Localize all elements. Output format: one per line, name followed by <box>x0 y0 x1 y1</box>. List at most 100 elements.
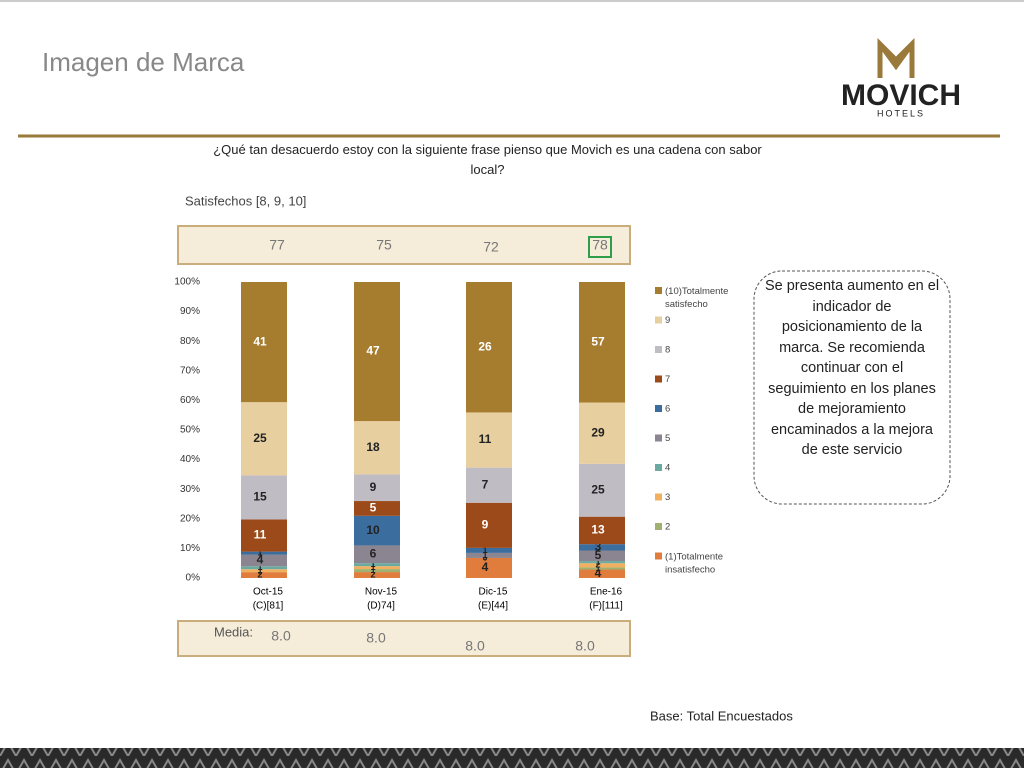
bar-segment <box>579 402 625 464</box>
data-label: 4 <box>595 566 602 580</box>
data-label: 9 <box>482 517 489 531</box>
legend-label: (10)Totalmente satisfecho <box>665 286 728 310</box>
question-box: ¿Qué tan desacuerdo estoy con la siguien… <box>213 142 762 177</box>
data-label: 2 <box>370 569 375 579</box>
data-label: 29 <box>591 425 605 439</box>
data-label: 2 <box>595 560 600 570</box>
bar-segment <box>241 554 287 567</box>
note-wrap: Se presenta aumento en el indicador de p… <box>764 278 940 458</box>
bar-segment <box>241 569 287 573</box>
y-tick-label: 20% <box>180 513 200 524</box>
bar-segment <box>354 501 400 516</box>
data-label: 11 <box>254 528 267 542</box>
bar-segment <box>354 515 400 546</box>
data-label: 41 <box>253 334 267 348</box>
x-tick-sublabel: (E)[44] <box>478 601 508 612</box>
legend-label: 6 <box>665 404 670 415</box>
satisfechos-value: 77 <box>269 237 285 253</box>
data-label: 1 <box>370 565 375 575</box>
y-tick-label: 0% <box>186 573 201 584</box>
y-tick-label: 100% <box>174 277 200 288</box>
slide-title: Imagen de Marca <box>42 47 245 77</box>
bar-segment <box>241 402 287 476</box>
legend-label: 2 <box>665 522 670 533</box>
data-label: 1 <box>370 562 375 572</box>
bar-segment <box>354 474 400 502</box>
satisfechos-value: 75 <box>376 237 392 253</box>
satisfechos-value: 72 <box>483 239 499 255</box>
legend-swatch <box>655 316 662 324</box>
bar-segment <box>579 561 625 564</box>
bar-segment <box>466 412 512 468</box>
data-label: 3 <box>595 540 602 554</box>
media-value: 8.0 <box>366 630 386 646</box>
bar-segment <box>466 282 512 413</box>
bar-segment <box>354 572 400 578</box>
bar-segment <box>241 282 287 403</box>
satisfechos-value: 78 <box>592 237 608 253</box>
x-tick-sublabel: (F)[111] <box>589 601 623 612</box>
data-label: 1 <box>257 547 262 557</box>
data-label: 25 <box>591 482 605 496</box>
media-value: 8.0 <box>575 638 595 654</box>
legend-label: 8 <box>665 345 670 356</box>
y-tick-label: 50% <box>180 425 200 436</box>
logo-sub: HOTELS <box>877 108 925 118</box>
data-label: 5 <box>595 548 602 562</box>
x-tick-sublabel: (D)74] <box>367 601 395 612</box>
x-tick-sublabel: (C)[81] <box>253 601 284 612</box>
data-label: 47 <box>366 344 380 358</box>
data-label: 10 <box>366 523 380 537</box>
question: ¿Qué tan desacuerdo estoy con la siguien… <box>213 142 762 177</box>
bar-segment <box>354 545 400 564</box>
bar-segment <box>354 569 400 573</box>
bar-segment <box>354 563 400 567</box>
legend-swatch <box>655 405 662 412</box>
bar-segment <box>466 547 512 553</box>
bar-segment <box>466 557 512 578</box>
logo-mark <box>877 37 915 78</box>
x-tick-label: Dic-15 <box>479 587 508 598</box>
y-tick-label: 60% <box>180 395 200 406</box>
data-label: 1 <box>595 563 600 573</box>
legend-swatch <box>655 375 662 383</box>
satisfechos-label: Satisfechos [8, 9, 10] <box>185 193 306 208</box>
bar-segment <box>241 519 287 552</box>
note-box <box>753 270 951 505</box>
legend-swatch <box>655 464 662 471</box>
bar-segment <box>466 552 512 558</box>
data-label: 1 <box>257 565 262 575</box>
satisfechos-panel <box>177 225 631 265</box>
legend-label: 7 <box>665 374 670 385</box>
data-label: 15 <box>253 490 267 504</box>
bar-segment <box>466 502 512 548</box>
legend-swatch <box>655 552 662 560</box>
y-tick-label: 30% <box>180 484 200 495</box>
legend-swatch <box>655 434 662 442</box>
data-label: 6 <box>370 546 377 560</box>
data-label: 1 <box>257 562 262 572</box>
data-label: 7 <box>482 477 489 491</box>
legend-label: 9 <box>665 315 670 326</box>
data-label: 18 <box>366 440 380 454</box>
bar-segment <box>241 475 287 520</box>
media-panel <box>177 620 631 657</box>
data-label: 5 <box>370 501 377 515</box>
data-label: 11 <box>479 432 492 446</box>
bar-segment <box>354 421 400 475</box>
x-tick-label: Oct-15 <box>253 587 283 598</box>
data-label: 57 <box>591 334 605 348</box>
bar-segment <box>241 566 287 570</box>
legend-label: 3 <box>665 492 670 503</box>
bar-segment <box>579 282 625 403</box>
note: Se presenta aumento en el indicador de p… <box>764 278 940 458</box>
data-label: 1 <box>370 559 375 569</box>
bar-segment <box>241 551 287 555</box>
legend-swatch <box>655 287 662 294</box>
data-label: 9 <box>370 480 377 494</box>
x-tick-label: Ene-16 <box>590 587 623 598</box>
data-label: 4 <box>482 560 489 574</box>
bar-segment <box>579 550 625 562</box>
footer-band <box>0 748 1024 768</box>
x-tick-label: Nov-15 <box>365 587 398 598</box>
